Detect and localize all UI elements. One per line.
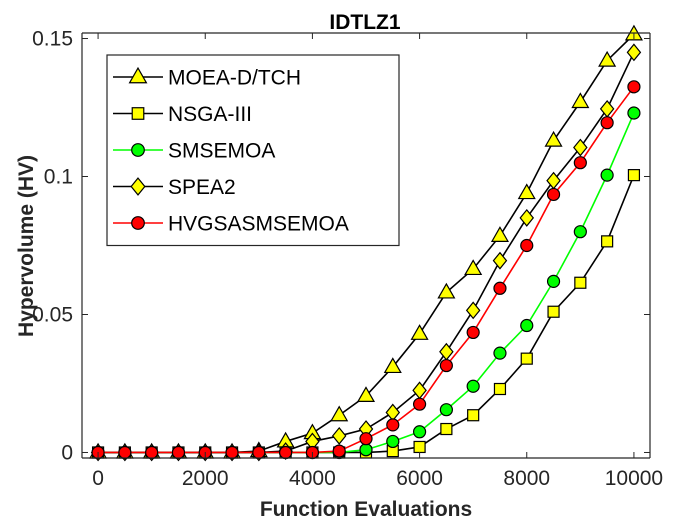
data-point: [356, 386, 376, 403]
legend-label: NSGA-III: [168, 103, 252, 126]
legend-item: MOEA-D/TCH: [113, 67, 301, 90]
data-point: [171, 445, 186, 460]
data-point: [546, 187, 561, 202]
data-point: [386, 418, 400, 432]
legend-label: HVGSASMSEMOA: [168, 213, 349, 236]
data-point: [600, 116, 614, 130]
data-point: [437, 282, 456, 299]
data-point: [517, 183, 536, 200]
data-point: [520, 352, 533, 365]
data-point: [573, 138, 588, 157]
x-tick-label: 10000: [605, 467, 663, 490]
x-tick-label: 2000: [182, 467, 229, 490]
data-point: [225, 445, 239, 460]
x-tick-label: 4000: [289, 467, 336, 490]
data-point: [440, 422, 453, 436]
data-point: [492, 251, 508, 270]
y-tick-label: 0.15: [32, 28, 73, 51]
data-point: [252, 445, 266, 460]
data-point: [464, 259, 483, 276]
data-point: [439, 358, 453, 373]
data-point: [544, 130, 563, 147]
data-point: [466, 379, 480, 393]
data-point: [520, 318, 534, 333]
data-point: [145, 445, 159, 460]
x-tick-label: 0: [92, 467, 104, 490]
data-point: [598, 50, 617, 67]
data-point: [465, 301, 481, 320]
data-point: [574, 276, 587, 289]
legend-label: MOEA-D/TCH: [168, 67, 301, 90]
data-point: [359, 443, 373, 457]
data-point: [519, 208, 535, 227]
data-point: [546, 274, 561, 288]
data-point: [330, 405, 349, 422]
legend-marker: [130, 177, 146, 196]
x-tick-label: 8000: [503, 467, 550, 490]
legend-item: HVGSASMSEMOA: [113, 213, 349, 236]
legend-item: SPEA2: [113, 176, 236, 199]
data-point: [279, 445, 293, 460]
chart-title: IDTLZ1: [329, 11, 400, 34]
y-axis-label: Hypervolume (HV): [15, 155, 38, 337]
data-point: [412, 425, 427, 439]
legend-marker: [128, 66, 148, 84]
data-point: [467, 409, 480, 422]
data-point: [627, 169, 641, 182]
data-point: [520, 238, 534, 253]
legend-marker: [131, 216, 145, 230]
data-point: [547, 305, 560, 318]
data-point: [600, 168, 614, 182]
x-axis-label: Function Evaluations: [260, 498, 472, 521]
data-point: [386, 434, 400, 449]
data-point: [571, 92, 590, 109]
data-point: [573, 225, 587, 239]
data-point: [410, 324, 429, 340]
y-axis-ticks: 0 0.05 0.1 0.15: [32, 28, 650, 464]
data-point: [412, 397, 427, 411]
legend-marker: [131, 143, 145, 157]
legend: MOEA-D/TCH NSGA-III SMSEMOA SPEA2 HVGSASMSEM…: [106, 54, 400, 247]
data-point: [493, 346, 507, 360]
data-point: [383, 357, 402, 374]
data-point: [626, 43, 642, 62]
y-tick-label: 0: [61, 441, 73, 464]
legend-label: SPEA2: [168, 176, 236, 199]
data-point: [601, 235, 614, 248]
x-axis-ticks: 0 2000 4000 6000 8000 10000: [92, 33, 663, 490]
x-tick-label: 6000: [396, 467, 443, 490]
data-point: [493, 281, 507, 295]
y-tick-label: 0.1: [44, 166, 73, 189]
data-point: [627, 80, 641, 94]
legend-marker: [131, 107, 145, 120]
data-point: [331, 426, 347, 445]
data-point: [493, 382, 507, 396]
data-point: [359, 432, 373, 446]
data-point: [490, 226, 509, 242]
y-tick-label: 0.05: [32, 303, 73, 326]
data-point: [118, 445, 132, 460]
legend-item: NSGA-III: [113, 103, 252, 126]
data-point: [439, 403, 453, 417]
data-point: [627, 106, 641, 120]
data-point: [332, 444, 346, 458]
data-point: [573, 156, 587, 170]
data-point: [413, 440, 426, 454]
data-point: [466, 325, 480, 340]
legend-item: SMSEMOA: [113, 140, 275, 163]
legend-label: SMSEMOA: [168, 140, 275, 163]
